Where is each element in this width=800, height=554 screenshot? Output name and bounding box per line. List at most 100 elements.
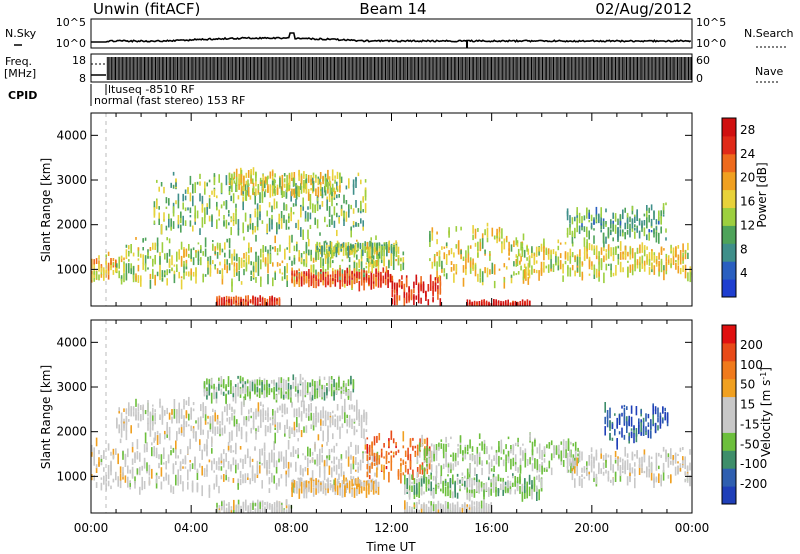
power-cell xyxy=(670,263,672,268)
power-cell xyxy=(467,254,470,262)
velocity-cell xyxy=(355,478,357,486)
power-cell xyxy=(240,296,242,300)
power-cell xyxy=(345,242,347,252)
velocity-cell xyxy=(358,483,361,493)
velocity-cell xyxy=(225,454,227,462)
power-cell xyxy=(240,186,243,196)
power-cell xyxy=(223,215,225,220)
velocity-cell xyxy=(541,465,543,475)
power-cell xyxy=(260,259,262,270)
velocity-cell xyxy=(255,408,257,412)
power-cell xyxy=(477,273,479,282)
power-cell xyxy=(348,209,350,218)
power-cell xyxy=(665,261,668,271)
velocity-cell xyxy=(317,434,320,441)
power-cell xyxy=(231,281,233,293)
velocity-cell xyxy=(392,438,395,444)
power-cell xyxy=(581,271,584,281)
velocity-cell xyxy=(295,461,297,472)
power-cell xyxy=(95,271,98,280)
velocity-cell xyxy=(329,417,332,428)
velocity-cell xyxy=(626,459,629,470)
velocity-cell xyxy=(315,418,317,428)
velocity-cell xyxy=(395,442,397,446)
velocity-cell xyxy=(117,453,119,465)
velocity-cell xyxy=(120,420,123,431)
power-cell xyxy=(196,181,199,185)
power-cell xyxy=(180,279,183,290)
velocity-cell xyxy=(614,430,616,436)
power-cell xyxy=(586,251,588,254)
power-cell xyxy=(197,259,200,265)
power-cell xyxy=(351,244,353,254)
power-cell xyxy=(569,254,572,264)
power-cell xyxy=(120,255,123,260)
velocity-cell xyxy=(235,459,237,465)
power-cell xyxy=(130,263,132,271)
power-cell xyxy=(358,259,360,268)
velocity-cell xyxy=(602,462,605,470)
power-cell xyxy=(356,239,358,242)
power-cell xyxy=(272,277,274,287)
power-cell xyxy=(248,242,250,254)
velocity-cell xyxy=(462,450,464,454)
velocity-cell xyxy=(238,426,240,432)
power-cell xyxy=(643,260,646,269)
power-cell xyxy=(237,304,240,306)
power-cell xyxy=(498,226,501,234)
power-cell xyxy=(228,263,231,271)
velocity-cell xyxy=(182,466,184,469)
velocity-cell xyxy=(553,451,555,459)
velocity-cell xyxy=(207,421,209,425)
power-cell xyxy=(168,198,170,205)
velocity-cell xyxy=(317,412,320,418)
velocity-cell xyxy=(261,390,263,395)
power-cell xyxy=(375,277,377,287)
power-cell xyxy=(260,248,262,258)
power-cell xyxy=(192,225,194,232)
power-cell xyxy=(614,224,617,234)
velocity-cell xyxy=(357,477,359,488)
nsky-series-line xyxy=(91,32,692,43)
velocity-cell xyxy=(285,483,287,487)
power-cell xyxy=(279,177,281,188)
power-cell xyxy=(315,250,317,261)
power-cell xyxy=(665,253,668,258)
power-cell xyxy=(543,249,545,261)
power-cell xyxy=(283,183,286,188)
velocity-cell xyxy=(478,456,481,465)
power-cell xyxy=(631,264,634,270)
velocity-cell xyxy=(605,453,607,457)
velocity-cell xyxy=(369,463,371,469)
power-cell xyxy=(503,263,506,268)
velocity-cell xyxy=(326,479,328,482)
power-cell xyxy=(158,206,160,210)
velocity-cell xyxy=(125,417,128,426)
velocity-cell xyxy=(195,420,197,424)
power-cell xyxy=(598,251,600,261)
power-cell xyxy=(347,247,350,258)
velocity-cell xyxy=(239,388,242,395)
velocity-cell xyxy=(409,438,412,448)
power-cell xyxy=(578,225,581,234)
velocity-cell xyxy=(264,413,267,417)
power-cell xyxy=(448,227,450,234)
power-cell xyxy=(274,189,276,196)
velocity-cell xyxy=(500,483,502,490)
power-cell xyxy=(368,246,370,258)
velocity-cell xyxy=(93,447,95,454)
power-cell xyxy=(170,218,172,230)
power-cell xyxy=(523,263,526,268)
power-cell xyxy=(110,263,112,268)
velocity-cell xyxy=(304,455,307,460)
power-cell xyxy=(360,254,363,266)
velocity-cell xyxy=(476,485,478,489)
velocity-cell xyxy=(286,407,288,414)
power-cell xyxy=(298,169,300,177)
velocity-cell xyxy=(107,474,110,480)
power-cell xyxy=(130,268,132,275)
power-cell xyxy=(326,204,328,211)
power-cell xyxy=(360,261,363,270)
power-cell xyxy=(93,263,95,272)
velocity-cell xyxy=(323,376,326,381)
